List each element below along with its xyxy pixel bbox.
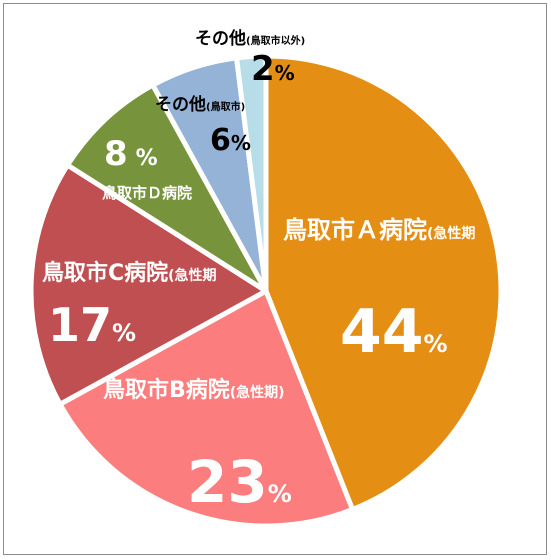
slice-label-d: 鳥取市Ｄ病院 (102, 184, 192, 202)
slice-label-b: 鳥取市B病院 (103, 377, 230, 403)
slice-value-other-city: 6 (210, 123, 231, 158)
svg-text:その他(鳥取市以外): その他(鳥取市以外) (195, 28, 305, 49)
slice-value-a: 44 (340, 297, 424, 367)
slice-label-other-outside: その他 (195, 28, 246, 49)
slice-unit-b: % (268, 480, 292, 508)
slice-note-b: (急性期) (230, 384, 285, 401)
svg-text:鳥取市C病院(急性期: 鳥取市C病院(急性期 (42, 260, 217, 286)
slice-label-other-city: その他 (155, 94, 206, 115)
slice-unit-other-city: % (231, 131, 251, 155)
slice-label-group-b: 鳥取市B病院(急性期) 23% (103, 377, 292, 516)
slice-value-c: 17 (48, 298, 112, 352)
slice-value-other-outside: 2 (251, 49, 275, 89)
slice-label-c: 鳥取市C病院 (42, 260, 168, 286)
slice-note-other-city: (鳥取市) (206, 100, 245, 113)
pie-slice-c (28, 162, 269, 407)
slice-unit-other-outside: % (275, 61, 295, 85)
pie-slices (28, 53, 504, 529)
svg-text:鳥取市Ａ病院(急性期: 鳥取市Ａ病院(急性期 (283, 216, 475, 244)
slice-unit-d: % (136, 146, 158, 171)
slice-label-group-c: 鳥取市C病院(急性期 17% (42, 260, 217, 352)
svg-text:17%: 17% (48, 298, 136, 352)
svg-text:2%: 2% (251, 49, 295, 89)
slice-label-a: 鳥取市Ａ病院 (283, 216, 427, 244)
svg-text:8%: 8% (104, 134, 158, 174)
pie-slice-b (57, 288, 356, 529)
slice-label-group-d: 8% 鳥取市Ｄ病院 (102, 134, 192, 202)
svg-text:23%: 23% (187, 448, 292, 516)
slice-label-group-other-city: その他(鳥取市) 6% (155, 94, 251, 158)
slice-unit-c: % (112, 319, 136, 347)
svg-text:44%: 44% (340, 297, 448, 367)
pie-slice-a (263, 53, 504, 512)
slice-value-d: 8 (104, 134, 128, 174)
slice-label-group-a: 鳥取市Ａ病院(急性期 44% (283, 216, 475, 367)
slice-note-a: (急性期 (427, 225, 475, 242)
svg-text:鳥取市Ｄ病院: 鳥取市Ｄ病院 (102, 184, 192, 202)
slice-note-c: (急性期 (168, 267, 216, 284)
slice-value-b: 23 (187, 448, 268, 516)
svg-text:6%: 6% (210, 123, 251, 158)
slice-note-other-outside: (鳥取市以外) (246, 34, 305, 47)
svg-text:鳥取市B病院(急性期): 鳥取市B病院(急性期) (103, 377, 285, 403)
pie-slice-other-outside (234, 53, 269, 294)
pie-slice-d (65, 82, 269, 294)
svg-text:その他(鳥取市): その他(鳥取市) (155, 94, 245, 115)
slice-label-group-other-outside: その他(鳥取市以外) 2% (195, 28, 305, 89)
slice-unit-a: % (424, 330, 448, 358)
